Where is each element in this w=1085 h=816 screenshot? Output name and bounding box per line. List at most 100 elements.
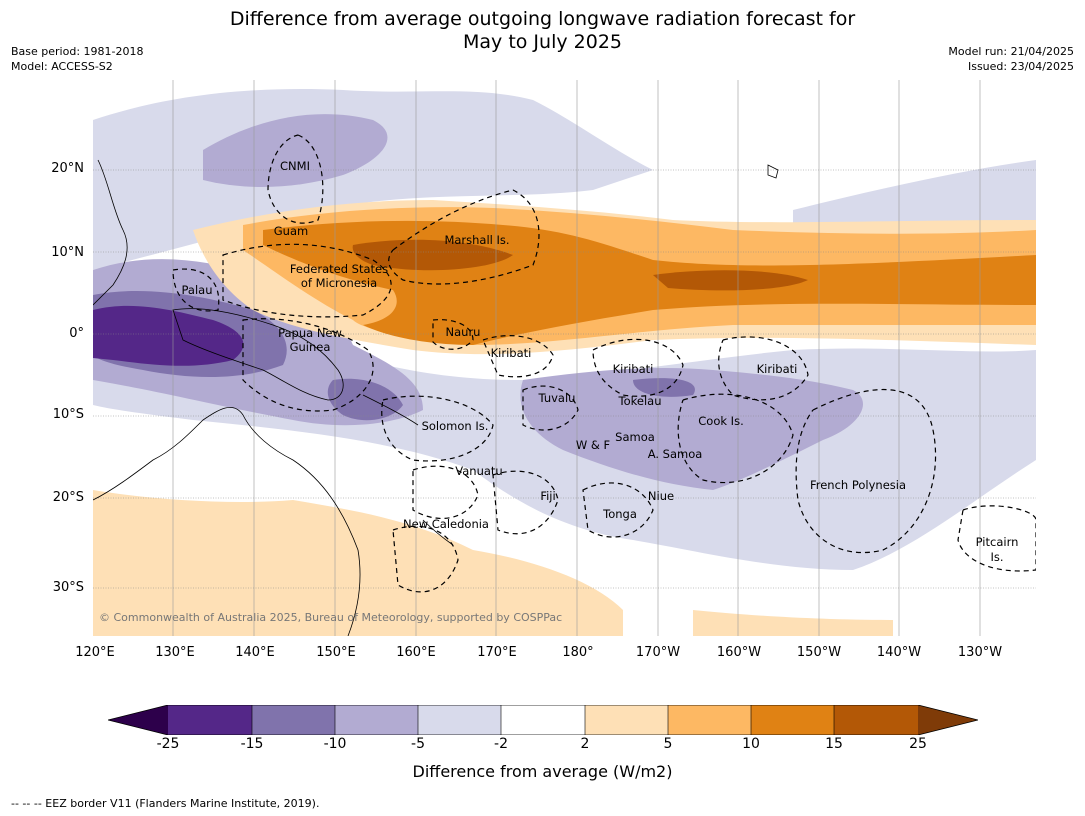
lat-label-30s: 30°S xyxy=(52,580,84,595)
label-cook-islands: Cook Is. xyxy=(698,414,744,428)
label-kiribati-east: Kiribati xyxy=(756,362,798,376)
label-american-samoa: A. Samoa xyxy=(647,447,703,461)
label-nauru: Nauru xyxy=(445,325,481,339)
hawaii-coast xyxy=(767,164,779,179)
new-caledonia-coast xyxy=(422,519,454,546)
label-new-caledonia: New Caledonia xyxy=(403,517,489,531)
eez-palau xyxy=(172,268,220,312)
label-guam: Guam xyxy=(273,224,309,238)
eez-kiribati-c xyxy=(592,338,684,397)
colorbar-tick-minus5: -5 xyxy=(411,736,425,752)
eez-nauru xyxy=(432,319,474,350)
anomaly-band-minus10-north xyxy=(203,114,388,187)
eez-kiribati-e xyxy=(718,336,809,401)
eez-fsm xyxy=(222,243,392,318)
title-line-1: Difference from average outgoing longwav… xyxy=(229,8,856,30)
colorbar-extend-low xyxy=(108,705,168,735)
colorbar-tick-minus15: -15 xyxy=(240,736,264,752)
label-vanuatu: Vanuatu xyxy=(455,464,503,478)
colorbar-tick-minus10: -10 xyxy=(323,736,347,752)
lat-label-20s: 20°S xyxy=(52,490,84,505)
label-tonga: Tonga xyxy=(603,507,637,521)
eez-niue-tonga xyxy=(582,482,654,538)
lon-label-150e: 150°E xyxy=(316,645,356,660)
eez-png xyxy=(242,318,374,412)
australia-coast xyxy=(93,406,361,636)
anomaly-band-minus15-center xyxy=(327,378,403,421)
colorbar-swatch-4 xyxy=(418,705,501,735)
anomaly-band-minus10-east xyxy=(520,368,863,490)
label-solomon-islands: Solomon Is. xyxy=(421,419,489,433)
lon-label-180: 180° xyxy=(562,645,594,660)
label-tuvalu: Tuvalu xyxy=(538,391,576,405)
anomaly-band-plus2-south xyxy=(93,490,623,636)
label-fsm-line1: Federated States xyxy=(289,262,389,276)
lon-label-140e: 140°E xyxy=(235,645,275,660)
eez-frpoly xyxy=(795,388,937,554)
lat-label-eq: 0° xyxy=(69,326,84,341)
lon-label-160e: 160°E xyxy=(396,645,436,660)
label-pitcairn-line1: Pitcairn xyxy=(975,535,1019,549)
label-niue: Niue xyxy=(647,489,675,503)
label-png-line1: Papua New xyxy=(278,326,342,340)
eez-newcal xyxy=(392,525,459,593)
philippines-coast xyxy=(93,159,128,306)
label-pitcairn-line2: Is. xyxy=(990,550,1004,564)
anomaly-band-minus5-upper xyxy=(793,160,1036,230)
anomaly-band-plus15-a xyxy=(352,239,513,271)
lon-label-170w: 170°W xyxy=(635,645,681,660)
label-kiribati-central: Kiribati xyxy=(612,362,654,376)
colorbar-tick-10: 10 xyxy=(742,736,760,752)
model-name: Model: ACCESS-S2 xyxy=(11,60,113,73)
colorbar-swatch-8 xyxy=(751,705,834,735)
label-png-line2: Guinea xyxy=(289,340,331,354)
lat-label-20n: 20°N xyxy=(51,161,84,176)
lat-label-10n: 10°N xyxy=(51,245,84,260)
meridians xyxy=(172,80,981,636)
anomaly-band-minus25 xyxy=(93,305,244,366)
eez-solomon xyxy=(381,395,494,462)
colorbar-tick-minus2: -2 xyxy=(494,736,508,752)
meta-left: Base period: 1981-2018 Model: ACCESS-S2 xyxy=(11,44,143,74)
label-kiribati-west: Kiribati xyxy=(490,346,532,360)
anomaly-band-plus2-sw xyxy=(693,610,893,636)
label-marshall-islands: Marshall Is. xyxy=(444,233,510,247)
issued-date: Issued: 23/04/2025 xyxy=(967,60,1074,73)
colorbar-swatch-2 xyxy=(252,705,335,735)
label-tokelau: Tokelau xyxy=(618,394,662,408)
eez-vanuatu xyxy=(412,465,479,519)
colorbar xyxy=(107,704,979,739)
eez-fiji xyxy=(492,470,559,535)
eez-kiribati-w xyxy=(482,335,554,378)
label-french-polynesia: French Polynesia xyxy=(809,478,907,492)
colorbar-tick-5: 5 xyxy=(663,736,673,752)
model-run: Model run: 21/04/2025 xyxy=(948,45,1074,58)
colorbar-swatch-3 xyxy=(335,705,418,735)
eez-cnmi xyxy=(267,134,324,224)
colorbar-swatch-9 xyxy=(834,705,918,735)
olr-anomaly-map: © Commonwealth of Australia 2025, Bureau… xyxy=(93,80,1036,636)
eez-borders xyxy=(172,134,1036,593)
colorbar-tick-minus25: -25 xyxy=(156,736,180,752)
base-period: Base period: 1981-2018 xyxy=(11,45,144,58)
anomaly-band-minus15-east xyxy=(633,378,695,397)
colorbar-tick-15: 15 xyxy=(825,736,843,752)
map-title: Difference from average outgoing longwav… xyxy=(0,8,1085,54)
lat-label-10s: 10°S xyxy=(52,407,84,422)
colorbar-extend-high xyxy=(918,705,978,735)
label-palau: Palau xyxy=(181,283,213,297)
lon-label-130w: 130°W xyxy=(957,645,1003,660)
colorbar-swatch-5 xyxy=(501,705,585,735)
title-line-2: May to July 2025 xyxy=(463,31,622,53)
colorbar-graphic xyxy=(107,704,979,736)
eez-cook xyxy=(677,393,794,484)
eez-footnote: -- -- -- EEZ border V11 (Flanders Marine… xyxy=(11,797,320,810)
label-samoa: Samoa xyxy=(615,430,655,444)
lon-label-160w: 160°W xyxy=(716,645,762,660)
lon-label-170e: 170°E xyxy=(477,645,517,660)
lon-label-150w: 150°W xyxy=(796,645,842,660)
lon-label-120e: 120°E xyxy=(75,645,115,660)
colorbar-tick-25: 25 xyxy=(909,736,927,752)
anomaly-band-plus15-b xyxy=(653,270,808,291)
eez-marshall xyxy=(388,189,540,285)
